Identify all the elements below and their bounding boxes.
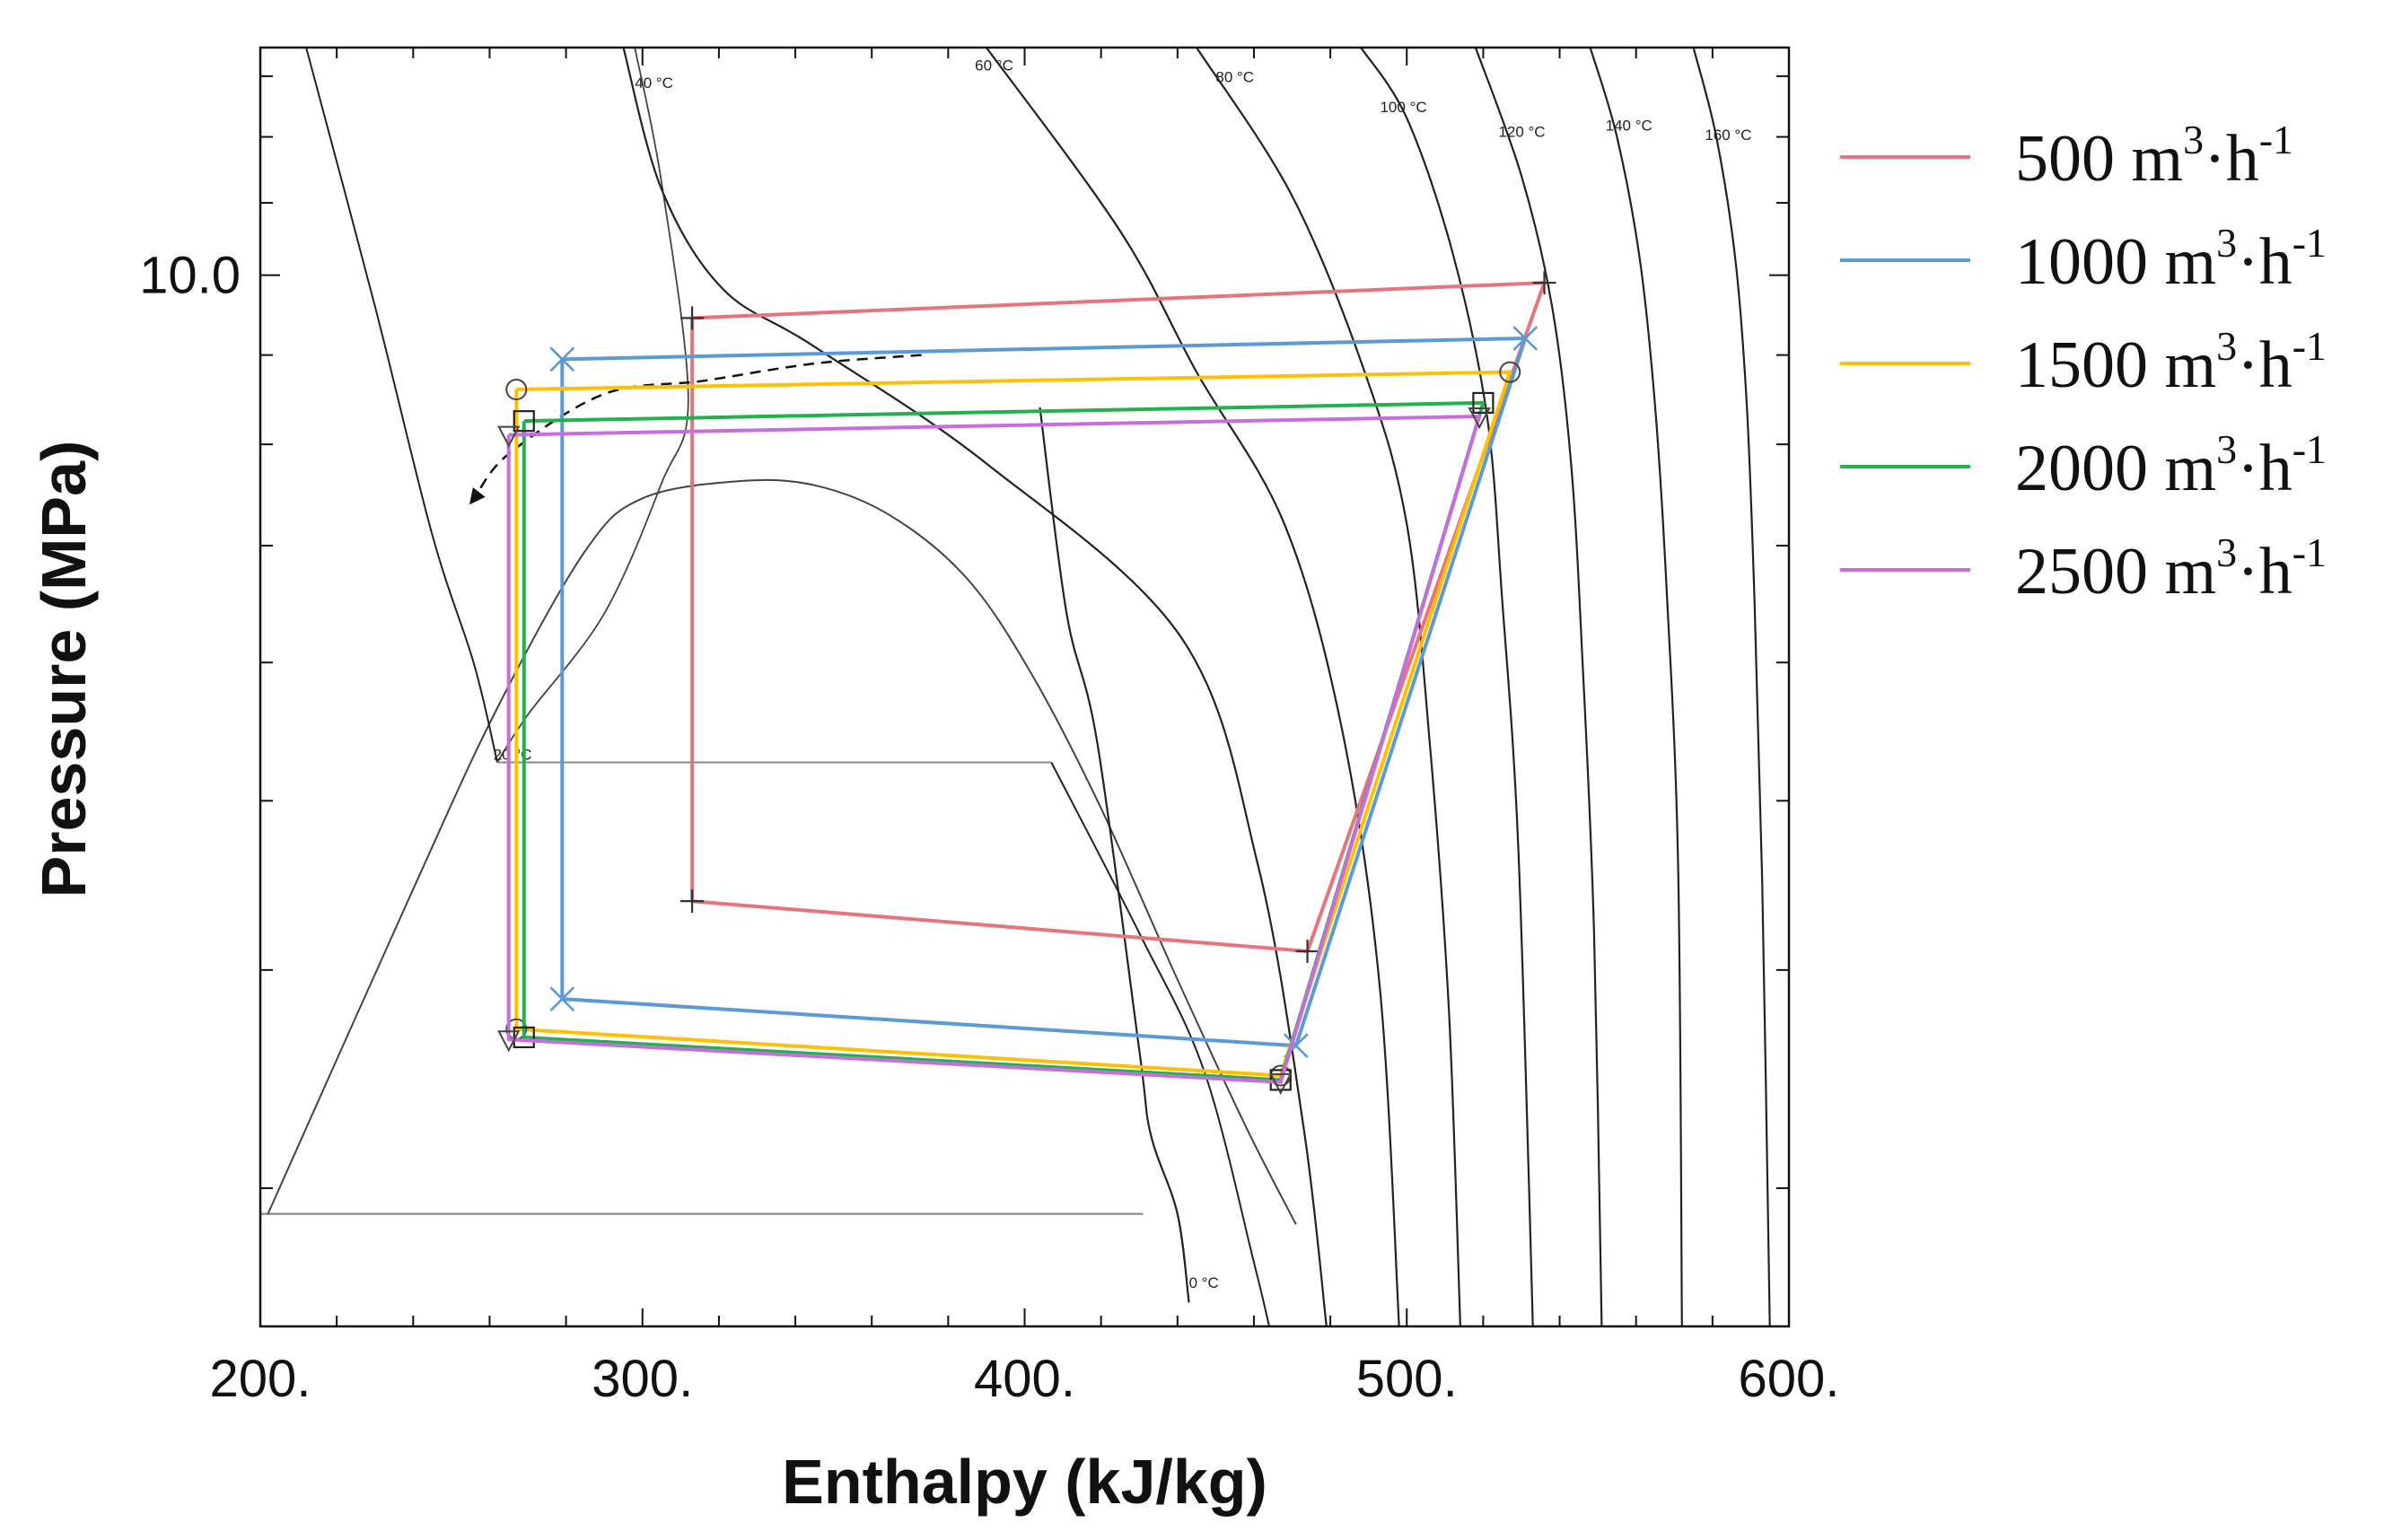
point-marker <box>1468 407 1491 430</box>
x-tick-label: 300. <box>592 1350 693 1408</box>
point-marker <box>1512 326 1539 351</box>
point-marker <box>680 306 705 330</box>
point-marker <box>505 379 528 401</box>
legend-label: 1000 m3·h-1 <box>2015 220 2327 299</box>
isotherm-line <box>1196 48 1461 1326</box>
isotherm-label: 140 °C <box>1606 118 1652 135</box>
legend: 500 m3·h-1 1000 m3·h-1 1500 m3·h-1 2000 m3·… <box>1840 117 2327 608</box>
isotherm-label: 120 °C <box>1498 124 1545 141</box>
isotherm-label: 160 °C <box>1705 127 1751 144</box>
isotherm-line <box>1050 762 1270 1326</box>
isotherm-line <box>1692 48 1771 1326</box>
isotherm-line <box>1474 48 1603 1326</box>
y-axis-title: Pressure (MPa) <box>29 441 99 898</box>
isotherm-label: 80 °C <box>1215 68 1254 85</box>
isotherm-label: 100 °C <box>1380 99 1426 116</box>
point-marker <box>513 1026 535 1049</box>
point-marker <box>680 889 705 914</box>
point-marker <box>1499 361 1521 383</box>
isotherm-line <box>986 48 1400 1326</box>
axis-layer: 200. 300. 400. 500. 600. 10.0 <box>139 48 1839 1408</box>
point-marker <box>513 410 535 433</box>
legend-label: 1500 m3·h-1 <box>2015 323 2327 402</box>
isotherm-label: 0 °C <box>1189 1274 1219 1291</box>
point-marker <box>1295 939 1319 963</box>
isotherm-label: 40 °C <box>635 74 673 92</box>
x-axis-title: Enthalpy (kJ/kg) <box>782 1447 1267 1517</box>
isotherm-line <box>1589 48 1683 1326</box>
isotherm-line <box>1360 48 1534 1326</box>
point-marker <box>1532 271 1556 295</box>
point-marker <box>1472 391 1495 415</box>
saturation-dome-line <box>267 478 1297 1225</box>
x-tick-label: 600. <box>1739 1350 1840 1408</box>
point-marker <box>549 986 575 1012</box>
isotherm-line <box>622 48 1328 1326</box>
y-tick-label: 10.0 <box>139 247 241 305</box>
series-layer <box>497 271 1556 1095</box>
x-tick-label: 200. <box>210 1350 311 1408</box>
point-marker <box>497 425 521 448</box>
legend-label: 2500 m3·h-1 <box>2015 529 2327 608</box>
point-marker <box>1269 1072 1293 1095</box>
x-tick-label: 400. <box>974 1350 1075 1408</box>
isotherm-label: 60 °C <box>975 57 1013 74</box>
point-marker <box>497 1030 521 1053</box>
isotherm-line <box>305 48 498 763</box>
quality-line <box>496 48 689 763</box>
legend-label: 500 m3·h-1 <box>2015 117 2293 196</box>
x-tick-label: 500. <box>1356 1350 1458 1408</box>
series-line <box>506 415 1482 1084</box>
point-marker <box>549 346 575 372</box>
background-layer: 0 °C 20 °C 40 °C 60 °C 80 °C 100 °C 120 °C 140 … <box>260 48 1771 1326</box>
legend-label: 2000 m3·h-1 <box>2015 426 2327 505</box>
isotherm-label: 20 °C <box>494 746 532 763</box>
